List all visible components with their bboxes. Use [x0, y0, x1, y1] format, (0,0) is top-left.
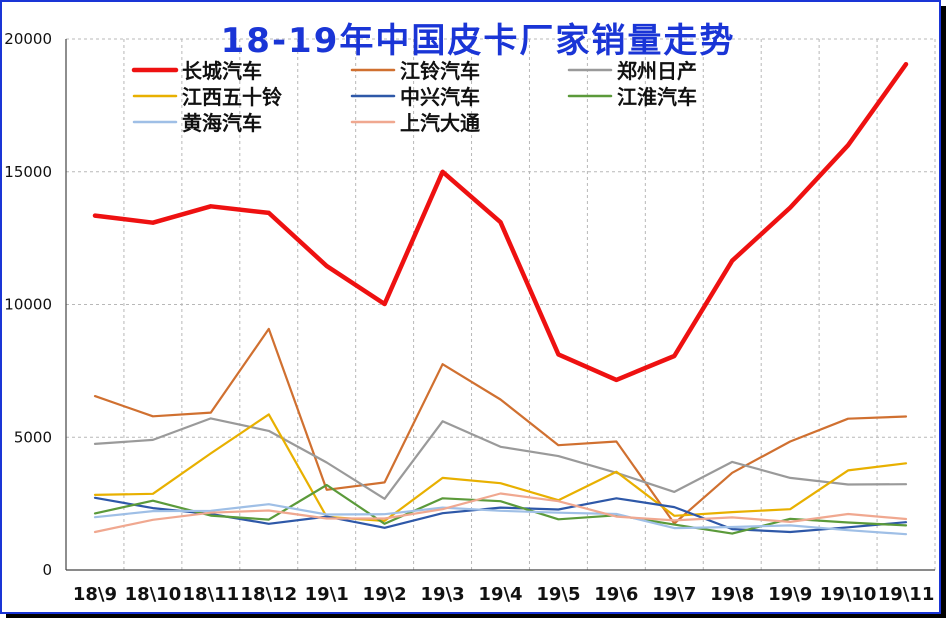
x-tick-label: 19\11	[878, 584, 935, 605]
legend-label: 郑州日产	[617, 59, 697, 83]
x-tick-label: 18\11	[182, 584, 239, 605]
x-tick-label: 19\10	[820, 584, 877, 605]
series-line-6	[93, 503, 908, 536]
legend-label: 江西五十铃	[182, 85, 282, 109]
series-line-3	[93, 413, 908, 523]
x-tick-label: 18\10	[125, 584, 182, 605]
series-line-5	[93, 483, 908, 535]
x-tick-label: 19\6	[594, 584, 638, 605]
x-tick-label: 18\9	[73, 584, 117, 605]
legend-label: 上汽大通	[400, 111, 480, 135]
series-line-2	[93, 417, 908, 500]
legend-label: 黄海汽车	[182, 111, 262, 135]
series-lines	[92, 61, 909, 536]
plot-area: 0 5000 10000 15000 20000 18\9 18\10 18\11 18\12…	[4, 30, 936, 605]
series-line-0	[92, 61, 909, 383]
x-tick-label: 19\9	[768, 584, 812, 605]
series-line-1	[93, 327, 908, 525]
x-tick-label: 19\5	[536, 584, 580, 605]
legend-label: 长城汽车	[182, 59, 262, 83]
legend-label: 中兴汽车	[400, 85, 480, 109]
y-tick-label: 5000	[14, 428, 52, 446]
chart-title: 18-19年中国皮卡厂家销量走势	[221, 21, 736, 61]
y-tick-label: 20000	[4, 30, 52, 48]
x-tick-label: 19\3	[420, 584, 464, 605]
y-tick-label: 15000	[4, 163, 52, 181]
legend-label: 江淮汽车	[617, 85, 697, 109]
x-tick-label: 19\4	[478, 584, 522, 605]
y-tick-label: 10000	[4, 296, 52, 314]
x-tick-label: 19\8	[710, 584, 754, 605]
x-tick-label: 18\12	[240, 584, 297, 605]
y-axis-ticks: 0 5000 10000 15000 20000	[4, 30, 52, 579]
grid-lines	[65, 38, 936, 571]
legend-label: 江铃汽车	[400, 59, 480, 83]
series-line-7	[93, 492, 908, 534]
x-tick-label: 19\2	[363, 584, 407, 605]
x-axis-ticks: 18\9 18\10 18\11 18\12 19\1 19\2 19\3 19\4 19\5 1…	[73, 584, 934, 605]
x-tick-label: 19\1	[305, 584, 349, 605]
y-tick-label: 0	[42, 561, 52, 579]
x-tick-label: 19\7	[652, 584, 696, 605]
